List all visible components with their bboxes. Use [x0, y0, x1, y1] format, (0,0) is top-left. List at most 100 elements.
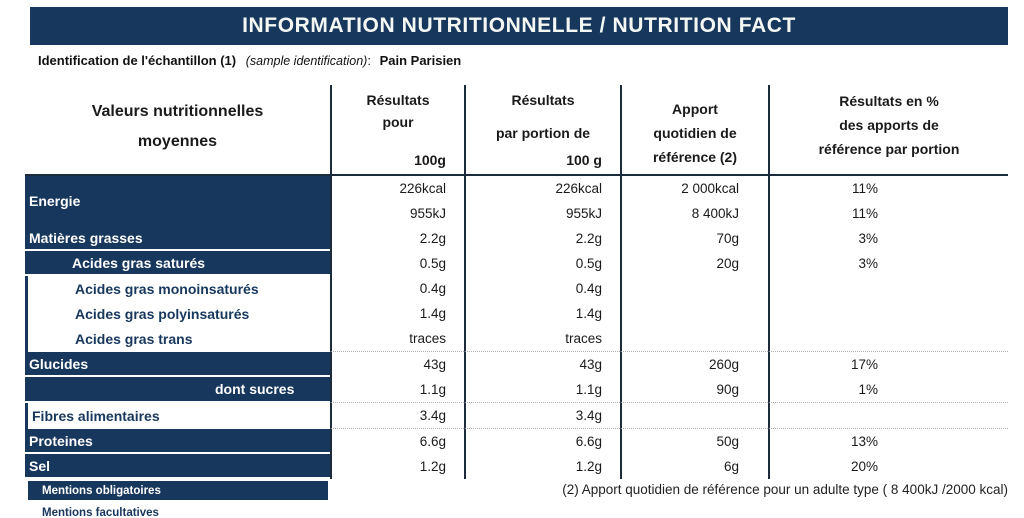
sample-name: Pain Parisien — [379, 53, 462, 68]
row-label: Fibres alimentaires — [25, 403, 330, 429]
row-label: Proteines — [25, 429, 330, 454]
value — [770, 326, 1008, 351]
column-header: Résultats par portion de 100 g — [464, 85, 620, 174]
legend-optional-label: Mentions facultatives — [42, 507, 159, 518]
value: 43g — [579, 357, 602, 372]
column-header: Résultats en % des apports de référence pa… — [768, 85, 1008, 174]
page-title: INFORMATION NUTRITIONNELLE / NUTRITION F… — [242, 14, 796, 37]
value: traces — [565, 331, 602, 346]
row-cell: 1.2g — [330, 454, 464, 479]
table-row: Matières grasses 2.2g 2.2g 70g 3% — [25, 226, 1008, 251]
column-header: Résultats pour 100g — [330, 85, 464, 174]
table-row: Acides gras saturés 0.5g 0.5g 20g 3% — [25, 251, 1008, 276]
column-header-line: pour — [382, 114, 414, 130]
table-row: Proteines 6.6g 6.6g 50g 13% — [25, 429, 1008, 454]
values-column-header: Valeurs nutritionnelles moyennes — [25, 85, 330, 174]
row-cell: 0.4g — [330, 276, 464, 301]
row-label: Matières grasses — [25, 226, 330, 251]
value: 260g — [708, 357, 739, 372]
value — [770, 276, 1008, 301]
row-cell: 20% — [768, 454, 1008, 479]
table-row: Energie 226kcal 955kJ 226kcal 955kJ 2 000k… — [25, 176, 1008, 226]
value: 3.4g — [419, 408, 446, 423]
value: 20g — [716, 256, 739, 271]
value: 13% — [850, 434, 878, 449]
row-cell — [620, 276, 768, 301]
row-cell: 1.1g — [464, 377, 620, 403]
row-label: Acides gras trans — [25, 326, 330, 352]
row-cell — [768, 301, 1008, 326]
column-header: Apport quotidien de référence (2) — [620, 85, 768, 174]
value — [622, 301, 768, 326]
column-header-line: Résultats en % — [839, 93, 939, 109]
table-body: Energie 226kcal 955kJ 226kcal 955kJ 2 000k… — [25, 176, 1008, 479]
row-label: Energie — [25, 176, 330, 226]
column-header-line: des apports de — [839, 117, 939, 133]
row-cell: 0.5g — [464, 251, 620, 276]
reference-footnote: (2) Apport quotidien de référence pour u… — [562, 482, 1008, 497]
table-row: Fibres alimentaires 3.4g 3.4g — [25, 403, 1008, 429]
value — [770, 403, 1008, 428]
row-cell: 43g — [464, 352, 620, 377]
row-cell: 0.5g — [330, 251, 464, 276]
row-label: dont sucres — [25, 377, 330, 403]
column-header-lines: Résultats pour — [332, 85, 464, 133]
table-row: Acides gras monoinsaturés 0.4g 0.4g — [25, 276, 1008, 301]
row-cell: 43g — [330, 352, 464, 377]
identification-colon: : — [367, 53, 371, 68]
table-row: Sel 1.2g 1.2g 6g 20% — [25, 454, 1008, 479]
value: 0.5g — [575, 256, 602, 271]
row-cell: traces — [464, 326, 620, 352]
row-cell: 6.6g — [464, 429, 620, 454]
value: 3.4g — [575, 408, 602, 423]
column-header-line: par portion de — [495, 125, 591, 141]
row-cell: 260g — [620, 352, 768, 377]
value — [622, 326, 768, 351]
value: 20% — [850, 459, 878, 474]
value: 43g — [423, 357, 446, 372]
row-cell: 11% 11% — [768, 176, 1008, 226]
value: 8 400kJ — [691, 206, 739, 221]
value: 3% — [858, 231, 878, 246]
value — [770, 301, 1008, 326]
value: 226kcal — [555, 181, 602, 196]
row-label: Glucides — [25, 352, 330, 377]
values-header-line: moyennes — [137, 133, 218, 150]
column-header-lines: Apport quotidien de référence (2) — [622, 85, 768, 169]
value: 11% — [851, 206, 878, 221]
table-row: Glucides 43g 43g 260g 17% — [25, 352, 1008, 377]
row-cell: 3% — [768, 251, 1008, 276]
row-cell: 17% — [768, 352, 1008, 377]
row-cell: 226kcal 955kJ — [464, 176, 620, 226]
row-cell — [620, 403, 768, 429]
value: 1% — [858, 382, 878, 397]
row-cell — [620, 301, 768, 326]
identification-label: Identification de l'échantillon (1) — [38, 53, 237, 68]
row-cell: 0.4g — [464, 276, 620, 301]
legend-mandatory: Mentions obligatoires — [28, 481, 328, 500]
title-banner: INFORMATION NUTRITIONNELLE / NUTRITION F… — [30, 7, 1008, 45]
value: 3% — [858, 256, 878, 271]
row-cell: 20g — [620, 251, 768, 276]
column-header-line: référence (2) — [652, 149, 738, 165]
table-row: Acides gras polyinsaturés 1.4g 1.4g — [25, 301, 1008, 326]
value: 90g — [716, 382, 739, 397]
value: 0.4g — [419, 281, 446, 296]
value: 0.5g — [419, 256, 446, 271]
value: 50g — [716, 434, 739, 449]
value: 2 000kcal — [681, 181, 739, 196]
row-cell: 6.6g — [330, 429, 464, 454]
row-cell: 70g — [620, 226, 768, 251]
row-cell: 50g — [620, 429, 768, 454]
value — [622, 403, 768, 428]
value: 6g — [723, 459, 739, 474]
column-header-line: Apport — [672, 101, 718, 117]
value — [622, 276, 768, 301]
value: 1.4g — [575, 306, 602, 321]
row-label: Sel — [25, 454, 330, 479]
column-header-unit: 100g — [414, 152, 446, 168]
row-cell: 1% — [768, 377, 1008, 403]
row-cell: 3.4g — [464, 403, 620, 429]
column-header-lines: Résultats par portion de — [466, 85, 620, 144]
column-header-line: Résultats — [366, 92, 430, 108]
